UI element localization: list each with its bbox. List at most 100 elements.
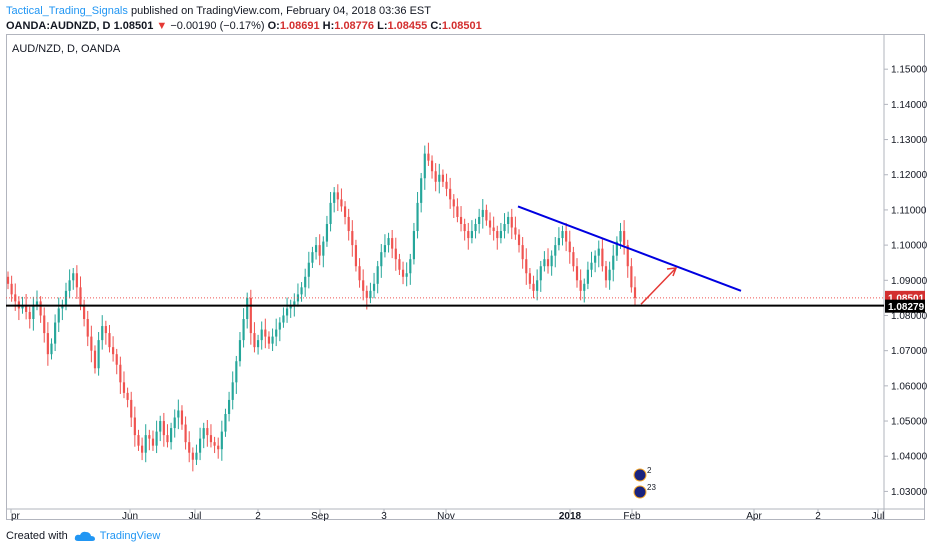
close-label: C: <box>430 20 442 32</box>
candle-body <box>630 266 633 288</box>
candle-body <box>170 428 173 443</box>
candle-body <box>583 283 586 291</box>
candle-body <box>347 216 350 232</box>
candle-body <box>28 311 31 319</box>
high-label: H: <box>322 20 335 32</box>
last-price: 1.08501 <box>113 20 154 32</box>
x-tick-label: 3 <box>381 511 387 522</box>
candle-body <box>463 224 466 232</box>
x-tick-label: Sep <box>311 511 329 522</box>
candle-body <box>478 216 481 224</box>
candle-body <box>159 421 162 432</box>
y-tick-label: 1.08000 <box>891 311 928 322</box>
candle-body <box>213 442 216 446</box>
change-text: −0.00190 (−0.17%) <box>170 20 265 32</box>
candle-body <box>112 347 115 355</box>
chart-frame[interactable] <box>6 34 925 520</box>
flag-count-label: 2 <box>647 466 652 475</box>
candle-body <box>246 297 249 319</box>
flag-icon <box>633 485 647 499</box>
candle-body <box>307 262 310 277</box>
author-link[interactable]: Tactical_Trading_Signals <box>6 5 128 17</box>
candle-body <box>54 322 57 344</box>
candle-body <box>275 329 278 337</box>
x-tick-label: Jun <box>122 511 138 522</box>
candle-body <box>184 424 187 443</box>
candle-body <box>412 231 416 260</box>
candle-body <box>369 290 372 298</box>
candle-body <box>401 269 405 277</box>
candle-body <box>271 336 274 344</box>
candle-body <box>514 227 517 235</box>
candle-body <box>623 231 626 246</box>
support-price-tag-label: 1.08279 <box>888 302 925 313</box>
x-tick-label: Jul <box>872 511 885 522</box>
down-arrow-icon: ▼ <box>156 20 168 32</box>
candle-body <box>300 287 303 295</box>
candles-group <box>6 142 637 472</box>
candle-body <box>90 336 93 351</box>
candle-body <box>133 417 136 436</box>
candle-body <box>354 245 358 267</box>
x-tick-label: Feb <box>623 511 641 522</box>
candle-body <box>202 428 205 439</box>
tradingview-brand[interactable]: TradingView <box>74 526 160 546</box>
candle-body <box>340 199 343 207</box>
resistance-trendline <box>517 205 742 292</box>
candle-body <box>488 220 492 228</box>
candle-body <box>126 392 129 400</box>
published-text: published on TradingView.com, February 0… <box>130 5 431 17</box>
candle-body <box>391 238 394 249</box>
y-tick-label: 1.13000 <box>891 135 928 146</box>
candle-body <box>449 188 452 200</box>
candle-body <box>318 245 321 256</box>
candle-body <box>362 280 365 291</box>
candle-body <box>198 438 202 453</box>
candle-body <box>496 231 499 239</box>
candle-body <box>75 273 78 288</box>
candle-body <box>394 248 397 260</box>
cloud-icon <box>74 531 95 541</box>
flag-count-label: 23 <box>647 483 656 492</box>
candle-body <box>532 283 535 291</box>
candle-body <box>119 364 122 383</box>
candle-body <box>459 216 463 224</box>
candle-body <box>166 435 169 443</box>
candle-body <box>264 329 267 337</box>
candle-body <box>601 248 604 267</box>
candle-body <box>141 445 144 453</box>
candle-body <box>217 445 220 450</box>
candle-body <box>32 304 35 319</box>
open-label: O: <box>267 20 280 32</box>
chart-symbol-label: AUD/NZD, D, OANDA <box>12 43 121 55</box>
candle-body <box>39 301 42 316</box>
candle-body <box>604 266 608 281</box>
open-value: 1.08691 <box>279 20 320 32</box>
candle-body <box>336 192 339 200</box>
candle-body <box>333 192 336 203</box>
candle-body <box>64 290 68 305</box>
created-with-text: Created with <box>6 530 68 542</box>
y-tick-label: 1.09000 <box>891 276 928 287</box>
x-tick-label: 2 <box>255 511 261 522</box>
candle-body <box>517 234 521 246</box>
candle-body <box>293 301 296 305</box>
candle-body <box>586 269 589 284</box>
candle-body <box>61 304 64 309</box>
candle-body <box>594 255 597 263</box>
y-tick-label: 1.15000 <box>891 65 928 76</box>
candle-body <box>10 283 13 295</box>
candle-body <box>231 382 234 400</box>
candle-body <box>510 216 513 228</box>
candle-body <box>253 333 256 348</box>
candle-body <box>467 231 470 239</box>
candle-body <box>579 280 582 291</box>
candle-body <box>380 252 383 267</box>
candle-body <box>224 414 227 432</box>
candle-body <box>572 252 575 267</box>
candle-body <box>383 245 387 253</box>
candle-body <box>227 399 231 414</box>
low-value: 1.08455 <box>387 20 428 32</box>
candle-body <box>550 255 553 267</box>
